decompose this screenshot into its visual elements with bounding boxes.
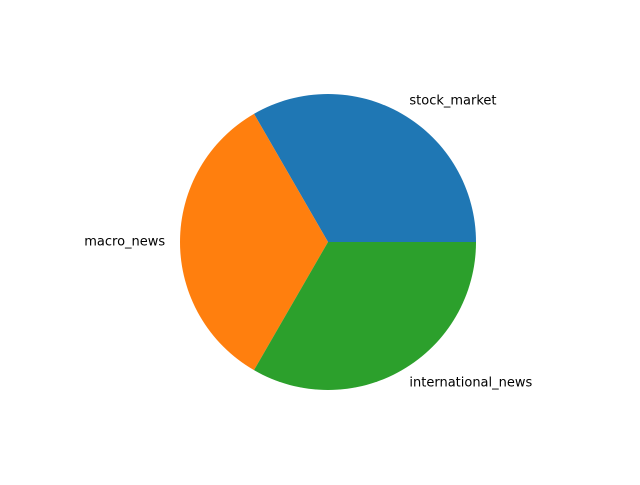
pie-slice-macro-news: [180, 113, 328, 371]
pie-slices: [180, 94, 476, 390]
pie-slice-international-news: [254, 242, 476, 390]
pie-label-stock-market: stock_market: [409, 94, 496, 109]
pie-label-international-news: international_news: [409, 375, 532, 390]
pie-labels: stock_market macro_news international_news: [84, 94, 532, 391]
pie-slice-stock-market: [254, 94, 476, 242]
pie-label-macro-news: macro_news: [84, 235, 165, 250]
